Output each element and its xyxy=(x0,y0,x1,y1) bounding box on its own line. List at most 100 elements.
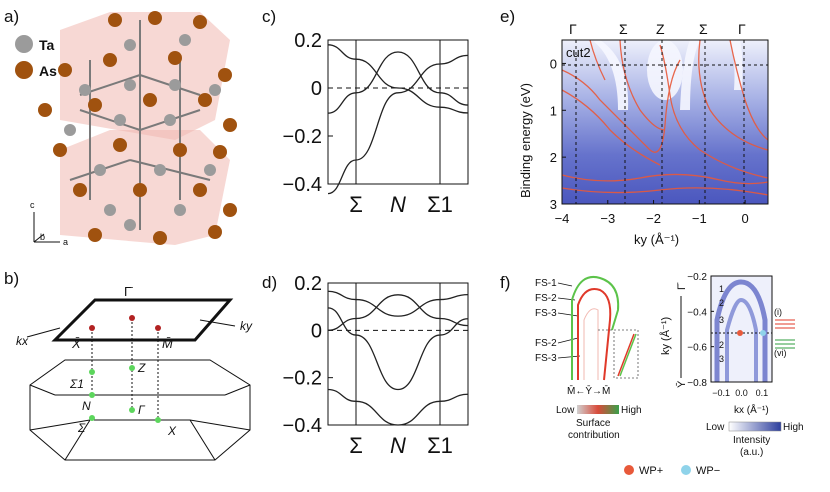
fermi-surface-arpes: −0.1 0.0 0.1 −0.2 −0.4 −0.6 −0.8 ky (Å⁻¹) kx (… xyxy=(659,272,804,458)
x-tick-label: Σ1 xyxy=(427,192,453,217)
wp-plus-swatch xyxy=(624,465,634,475)
wp-plus-label: WP+ xyxy=(639,465,663,477)
gamma-bar-label: Γ̄ xyxy=(124,284,133,299)
axis-c-label: c xyxy=(30,200,35,210)
fs-marker-vi: (vi) xyxy=(774,348,787,358)
top-label-z: Z xyxy=(656,21,665,37)
x-tick-label: N xyxy=(390,433,406,458)
x-tick-label: N xyxy=(390,192,406,217)
fs-bottom-path: M̄←Ȳ→M̄ xyxy=(567,384,610,397)
y-tick-label: −0.6 xyxy=(687,343,707,354)
m-bar-point xyxy=(155,325,161,331)
z-label: Z xyxy=(137,361,146,375)
wp-minus-swatch xyxy=(681,465,691,475)
y-tick-label: 3 xyxy=(550,197,557,212)
fs-arrow-5: 3 xyxy=(719,354,724,364)
x-tick-label: 0.0 xyxy=(735,388,748,398)
x-point xyxy=(155,417,161,423)
cut-label: cut2 xyxy=(566,45,591,60)
surface-bar-high: High xyxy=(621,405,642,416)
panel-c: c) 0.2 0 −0.2 −0.4 Σ N Σ1 xyxy=(262,7,469,217)
ta-legend-label: Ta xyxy=(39,37,55,53)
bulk-bz xyxy=(29,359,251,461)
top-label-sigma-2: Σ xyxy=(699,21,708,37)
wp-plus-marker xyxy=(737,330,743,336)
panel-a: a) Ta As xyxy=(4,7,237,247)
y-tick-label: 0 xyxy=(311,78,322,100)
y-tick-label: −0.2 xyxy=(687,272,707,283)
sigma1-label: Σ1 xyxy=(69,377,84,391)
x-tick-label: −1 xyxy=(692,211,707,226)
x-bar-label: X̄ xyxy=(71,336,82,351)
band-line-1 xyxy=(327,290,469,317)
x-tick-label: Σ1 xyxy=(427,433,453,458)
y-tick-label: 1 xyxy=(550,103,557,118)
ta-legend-swatch xyxy=(15,35,33,53)
fs-ticks: −0.1 0.0 0.1 −0.2 −0.4 −0.6 −0.8 xyxy=(687,272,768,398)
band-line-1 xyxy=(327,44,469,114)
high-symmetry-lines xyxy=(562,40,768,204)
x-tick-label: Σ xyxy=(349,192,363,217)
band-line-2 xyxy=(327,51,469,114)
panel-e: e) cut2 Γ Σ xyxy=(500,7,769,247)
wp-minus-label: WP− xyxy=(696,465,720,477)
surface-caption-1: Surface xyxy=(576,418,611,429)
fs-arrow-3: 3 xyxy=(719,315,724,325)
fs-arrow-1: 1 xyxy=(719,284,724,294)
chart-c-plot: 0.2 0 −0.2 −0.4 Σ N Σ1 xyxy=(283,30,469,217)
dft-bands xyxy=(561,39,769,196)
panel-a-label: a) xyxy=(4,7,19,26)
y-tick-label: 0.2 xyxy=(294,273,322,295)
fs-y-bar: Ȳ xyxy=(676,380,688,388)
surface-colorbar xyxy=(577,405,619,414)
projection-lines xyxy=(91,318,159,420)
wp-minus-marker xyxy=(760,330,766,336)
sigma-label: Σ xyxy=(77,421,86,435)
intensity-colorbar xyxy=(728,421,782,432)
surface-bar-low: Low xyxy=(556,405,575,416)
y-tick-label: −0.8 xyxy=(687,378,707,389)
as-legend-swatch xyxy=(15,61,33,79)
band-line-4 xyxy=(327,388,469,426)
ky-label: ky xyxy=(240,319,253,333)
surface-bz xyxy=(51,298,234,342)
as-legend-label: As xyxy=(39,63,57,79)
y-tick-label: −0.4 xyxy=(283,415,322,437)
x-tick-label: 0 xyxy=(741,211,748,226)
y-tick-label: −0.2 xyxy=(283,368,322,390)
panel-b: b) kx ky Γ̄ X̄ M̄ Σ1 Z N xyxy=(4,269,253,461)
arpes-frame xyxy=(561,39,769,205)
fs-ylabel: ky (Å⁻¹) xyxy=(659,317,672,355)
weyl-point-legend: WP+ WP− xyxy=(624,465,720,477)
x-tick-label: −3 xyxy=(600,211,615,226)
chart-d-plot: 0.2 0 −0.2 −0.4 Σ N Σ1 xyxy=(283,273,469,458)
x-tick-label: −2 xyxy=(646,211,661,226)
intensity-bar-high: High xyxy=(783,422,804,433)
n-label: N xyxy=(82,399,91,413)
band-line-3 xyxy=(327,54,469,195)
surface-caption-2: contribution xyxy=(568,430,620,441)
fs-label-5: FS-3 xyxy=(535,353,557,364)
panel-f-label: f) xyxy=(500,273,510,292)
fs-arrow-2: 2 xyxy=(719,298,724,308)
arpes-xlabel: ky (Å⁻¹) xyxy=(634,232,679,247)
gamma-bar-point xyxy=(129,315,135,321)
fs-label-1: FS-1 xyxy=(535,278,557,289)
fs-intensity-map xyxy=(711,276,772,382)
sigma-point xyxy=(89,415,95,421)
fs-label-2: FS-2 xyxy=(535,293,557,304)
sigma1-point xyxy=(89,369,95,375)
gamma-label: Γ xyxy=(138,403,146,417)
top-label-gamma-1: Γ xyxy=(569,21,577,37)
x-tick-label: −0.1 xyxy=(712,388,730,398)
panel-d: d) 0.2 0 −0.2 −0.4 Σ N Σ1 xyxy=(262,273,469,458)
gamma-point xyxy=(129,407,135,413)
panel-b-label: b) xyxy=(4,269,19,288)
top-label-sigma-1: Σ xyxy=(619,21,628,37)
arpes-ylabel: Binding energy (eV) xyxy=(518,83,533,198)
fs-arrow-4: 2 xyxy=(719,340,724,350)
fs-label-3: FS-3 xyxy=(535,308,557,319)
lattice-axes: c b a xyxy=(30,200,68,247)
panel-e-label: e) xyxy=(500,7,515,26)
